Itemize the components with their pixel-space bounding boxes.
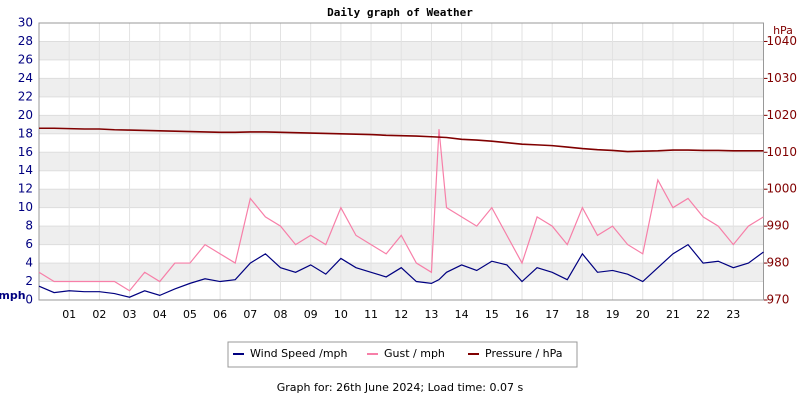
x-tick-label: 17 xyxy=(545,308,559,321)
chart-title: Daily graph of Weather xyxy=(327,6,473,19)
x-tick-label: 12 xyxy=(394,308,408,321)
y-tick-label: 8 xyxy=(25,219,33,233)
x-tick-label: 22 xyxy=(696,308,710,321)
y2-tick-label: 1000 xyxy=(767,182,798,196)
y-tick-label: 24 xyxy=(18,71,33,85)
y2-tick-label: 990 xyxy=(767,219,790,233)
series-line xyxy=(39,127,764,153)
x-tick-label: 04 xyxy=(153,308,167,321)
plot-frame xyxy=(38,22,764,301)
x-tick-label: 23 xyxy=(726,308,740,321)
y-tick-label: 18 xyxy=(18,126,33,140)
y-tick-label: 10 xyxy=(18,200,33,214)
legend-label: Gust / mph xyxy=(384,347,445,360)
x-tick-label: 02 xyxy=(92,308,106,321)
y2-tick-label: 1040 xyxy=(767,34,798,48)
x-tick-label: 07 xyxy=(243,308,257,321)
legend-label: Wind Speed /mph xyxy=(250,347,348,360)
y-tick-label: 12 xyxy=(18,182,33,196)
x-tick-label: 01 xyxy=(62,308,76,321)
y2-tick-label: 980 xyxy=(767,256,790,270)
x-tick-label: 13 xyxy=(424,308,438,321)
y-tick-label: 26 xyxy=(18,52,33,66)
y-tick-label: 16 xyxy=(18,145,33,159)
x-tick-label: 14 xyxy=(455,308,469,321)
y-tick-label: 2 xyxy=(25,274,33,288)
x-tick-label: 19 xyxy=(606,308,620,321)
footer: Graph for: 26th June 2024; Load time: 0.… xyxy=(277,381,524,394)
y-tick-label: 6 xyxy=(25,237,33,251)
y-tick-label: 20 xyxy=(18,108,33,122)
x-tick-label: 10 xyxy=(334,308,348,321)
y-tick-label: 4 xyxy=(25,256,33,270)
series-line xyxy=(38,129,764,292)
x-tick-label: 20 xyxy=(636,308,650,321)
x-tick-label: 21 xyxy=(666,308,680,321)
x-tick-label: 11 xyxy=(364,308,378,321)
x-tick-label: 16 xyxy=(515,308,529,321)
y-tick-label: 30 xyxy=(18,16,33,30)
y-tick-label: 14 xyxy=(18,163,33,177)
x-tick-label: 18 xyxy=(575,308,589,321)
x-tick-label: 09 xyxy=(304,308,318,321)
y-axis-label: mph xyxy=(0,289,26,302)
legend xyxy=(227,341,578,368)
y2-tick-label: 970 xyxy=(767,293,790,307)
y-tick-label: 28 xyxy=(18,34,33,48)
y2-tick-label: 1010 xyxy=(767,145,798,159)
x-tick-label: 06 xyxy=(213,308,227,321)
series-line xyxy=(38,243,764,298)
x-tick-label: 05 xyxy=(183,308,197,321)
y-tick-label: 0 xyxy=(25,293,33,307)
y-tick-label: 22 xyxy=(18,89,33,103)
x-tick-label: 03 xyxy=(123,308,137,321)
y2-tick-label: 1020 xyxy=(767,108,798,122)
y2-axis-label: hPa xyxy=(773,24,793,37)
x-tick-label: 15 xyxy=(485,308,499,321)
x-tick-label: 08 xyxy=(274,308,288,321)
legend-label: Pressure / hPa xyxy=(485,347,563,360)
y2-tick-label: 1030 xyxy=(767,71,798,85)
